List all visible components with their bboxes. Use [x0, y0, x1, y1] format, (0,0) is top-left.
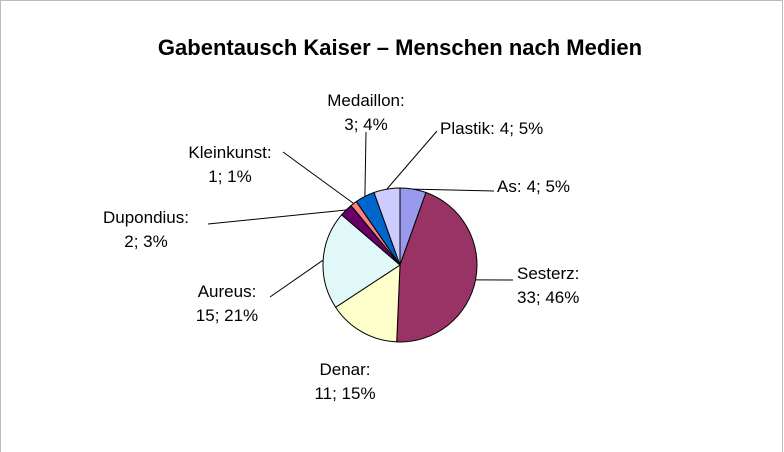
label-category: Denar:	[319, 360, 370, 379]
leader-line	[282, 151, 354, 204]
label-category: Dupondius:	[103, 208, 189, 227]
leader-line	[207, 209, 347, 225]
data-label: Medaillon: 3; 4%	[327, 91, 405, 134]
label-category: Aureus:	[198, 282, 257, 301]
label-category: Medaillon:	[327, 91, 405, 110]
label-value: 1; 1%	[208, 167, 251, 186]
pie-slice	[396, 191, 478, 343]
leader-line	[413, 188, 495, 192]
chart-title: Gabentausch Kaiser – Menschen nach Medie…	[158, 35, 642, 60]
label-value: 4; 5%	[527, 177, 570, 196]
label-category: Sesterz:	[517, 264, 579, 283]
label-value: 2; 3%	[124, 232, 167, 251]
leader-line	[386, 130, 438, 190]
pie-slice	[373, 187, 401, 266]
data-label: Aureus: 15; 21%	[196, 282, 258, 325]
label-value: 15; 21%	[196, 306, 258, 325]
label-category: Kleinkunst:	[188, 143, 271, 162]
data-label: Dupondius: 2; 3%	[103, 208, 189, 251]
data-label: Denar: 11; 15%	[314, 360, 375, 403]
label-value: 33; 46%	[517, 288, 579, 307]
data-label: Kleinkunst: 1; 1%	[188, 143, 271, 186]
leader-line	[269, 259, 324, 298]
label-value: 3; 4%	[344, 115, 387, 134]
data-label: Sesterz: 33; 46%	[517, 264, 579, 307]
label-value: 11; 15%	[314, 384, 375, 403]
label-value: 4; 5%	[500, 119, 543, 138]
label-category: As:	[497, 177, 522, 196]
data-label: As: 4; 5%	[497, 177, 570, 196]
label-category: Plastik:	[440, 119, 495, 138]
leader-line	[364, 131, 367, 197]
data-label: Plastik: 4; 5%	[440, 119, 543, 138]
pie-slice	[334, 264, 401, 343]
